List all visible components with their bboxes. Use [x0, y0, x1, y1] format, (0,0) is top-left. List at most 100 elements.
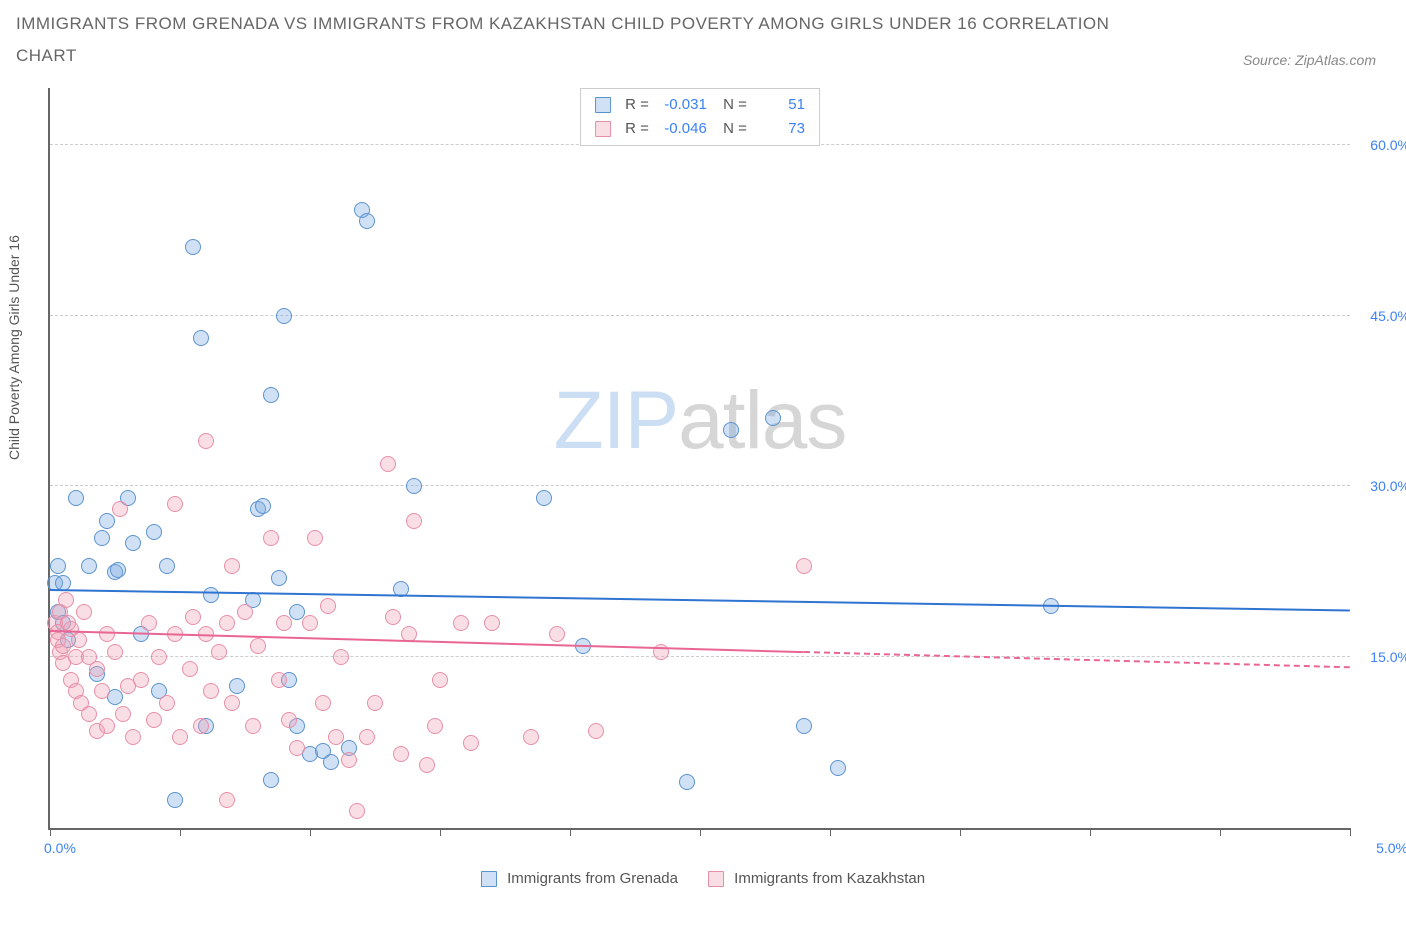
- swatch-grenada: [481, 871, 497, 887]
- x-tick: [960, 828, 961, 836]
- x-tick: [700, 828, 701, 836]
- legend-r-label: R =: [625, 93, 649, 117]
- gridline: [50, 315, 1350, 316]
- scatter-point: [58, 592, 74, 608]
- watermark: ZIPatlas: [554, 374, 847, 468]
- x-tick: [830, 828, 831, 836]
- x-tick: [1090, 828, 1091, 836]
- scatter-point: [159, 695, 175, 711]
- gridline: [50, 485, 1350, 486]
- scatter-point: [151, 649, 167, 665]
- scatter-point: [406, 513, 422, 529]
- y-tick-label: 60.0%: [1370, 137, 1406, 153]
- scatter-point: [224, 695, 240, 711]
- scatter-point: [245, 718, 261, 734]
- x-tick: [1350, 828, 1351, 836]
- scatter-point: [110, 562, 126, 578]
- scatter-point: [237, 604, 253, 620]
- scatter-point: [185, 239, 201, 255]
- scatter-point: [94, 530, 110, 546]
- legend-n-grenada: 51: [755, 93, 805, 117]
- scatter-point: [133, 672, 149, 688]
- series-name-grenada: Immigrants from Grenada: [507, 870, 678, 887]
- scatter-point: [99, 718, 115, 734]
- scatter-point: [224, 558, 240, 574]
- scatter-point: [359, 213, 375, 229]
- scatter-point: [281, 712, 297, 728]
- scatter-point: [830, 760, 846, 776]
- watermark-zip: ZIP: [554, 375, 679, 466]
- scatter-point: [229, 678, 245, 694]
- x-axis-labels: 0.0% 5.0%: [48, 840, 1348, 870]
- scatter-point: [146, 712, 162, 728]
- scatter-point: [219, 792, 235, 808]
- gridline: [50, 656, 1350, 657]
- scatter-point: [81, 558, 97, 574]
- scatter-point: [167, 496, 183, 512]
- scatter-point: [271, 570, 287, 586]
- legend-n-kazakhstan: 73: [755, 117, 805, 141]
- scatter-point: [723, 422, 739, 438]
- swatch-grenada: [595, 97, 611, 113]
- scatter-point: [341, 752, 357, 768]
- scatter-point: [250, 638, 266, 654]
- swatch-kazakhstan: [708, 871, 724, 887]
- scatter-point: [432, 672, 448, 688]
- scatter-point: [211, 644, 227, 660]
- scatter-point: [141, 615, 157, 631]
- series-name-kazakhstan: Immigrants from Kazakhstan: [734, 870, 925, 887]
- scatter-point: [380, 456, 396, 472]
- scatter-point: [263, 530, 279, 546]
- legend-r-label: R =: [625, 117, 649, 141]
- scatter-point: [172, 729, 188, 745]
- watermark-atlas: atlas: [678, 375, 846, 466]
- scatter-point: [125, 535, 141, 551]
- x-min-label: 0.0%: [44, 840, 76, 856]
- legend-item-kazakhstan: Immigrants from Kazakhstan: [708, 870, 925, 887]
- x-tick: [50, 828, 51, 836]
- scatter-point: [99, 513, 115, 529]
- scatter-point: [796, 558, 812, 574]
- scatter-point: [385, 609, 401, 625]
- scatter-point: [653, 644, 669, 660]
- plot-region: ZIPatlas R = -0.031 N = 51 R = -0.046 N …: [48, 88, 1350, 830]
- source-attribution: Source: ZipAtlas.com: [1243, 52, 1376, 68]
- scatter-point: [307, 530, 323, 546]
- scatter-point: [453, 615, 469, 631]
- scatter-point: [349, 803, 365, 819]
- x-tick: [180, 828, 181, 836]
- scatter-point: [182, 661, 198, 677]
- scatter-point: [320, 598, 336, 614]
- scatter-point: [419, 757, 435, 773]
- scatter-point: [203, 683, 219, 699]
- x-tick: [570, 828, 571, 836]
- scatter-point: [125, 729, 141, 745]
- scatter-point: [536, 490, 552, 506]
- scatter-point: [198, 433, 214, 449]
- legend-row-kazakhstan: R = -0.046 N = 73: [595, 117, 805, 141]
- scatter-point: [71, 632, 87, 648]
- scatter-point: [185, 609, 201, 625]
- scatter-point: [203, 587, 219, 603]
- legend-r-kazakhstan: -0.046: [657, 117, 707, 141]
- x-tick: [440, 828, 441, 836]
- chart-area: ZIPatlas R = -0.031 N = 51 R = -0.046 N …: [48, 88, 1348, 828]
- scatter-point: [193, 718, 209, 734]
- scatter-point: [796, 718, 812, 734]
- scatter-point: [167, 792, 183, 808]
- scatter-point: [89, 661, 105, 677]
- scatter-point: [159, 558, 175, 574]
- scatter-point: [99, 626, 115, 642]
- scatter-point: [406, 478, 422, 494]
- correlation-legend: R = -0.031 N = 51 R = -0.046 N = 73: [580, 88, 820, 146]
- scatter-point: [263, 387, 279, 403]
- chart-title: IMMIGRANTS FROM GRENADA VS IMMIGRANTS FR…: [16, 8, 1116, 73]
- scatter-point: [193, 330, 209, 346]
- scatter-point: [315, 695, 331, 711]
- scatter-point: [427, 718, 443, 734]
- scatter-point: [523, 729, 539, 745]
- legend-row-grenada: R = -0.031 N = 51: [595, 93, 805, 117]
- swatch-kazakhstan: [595, 121, 611, 137]
- scatter-point: [328, 729, 344, 745]
- scatter-point: [50, 558, 66, 574]
